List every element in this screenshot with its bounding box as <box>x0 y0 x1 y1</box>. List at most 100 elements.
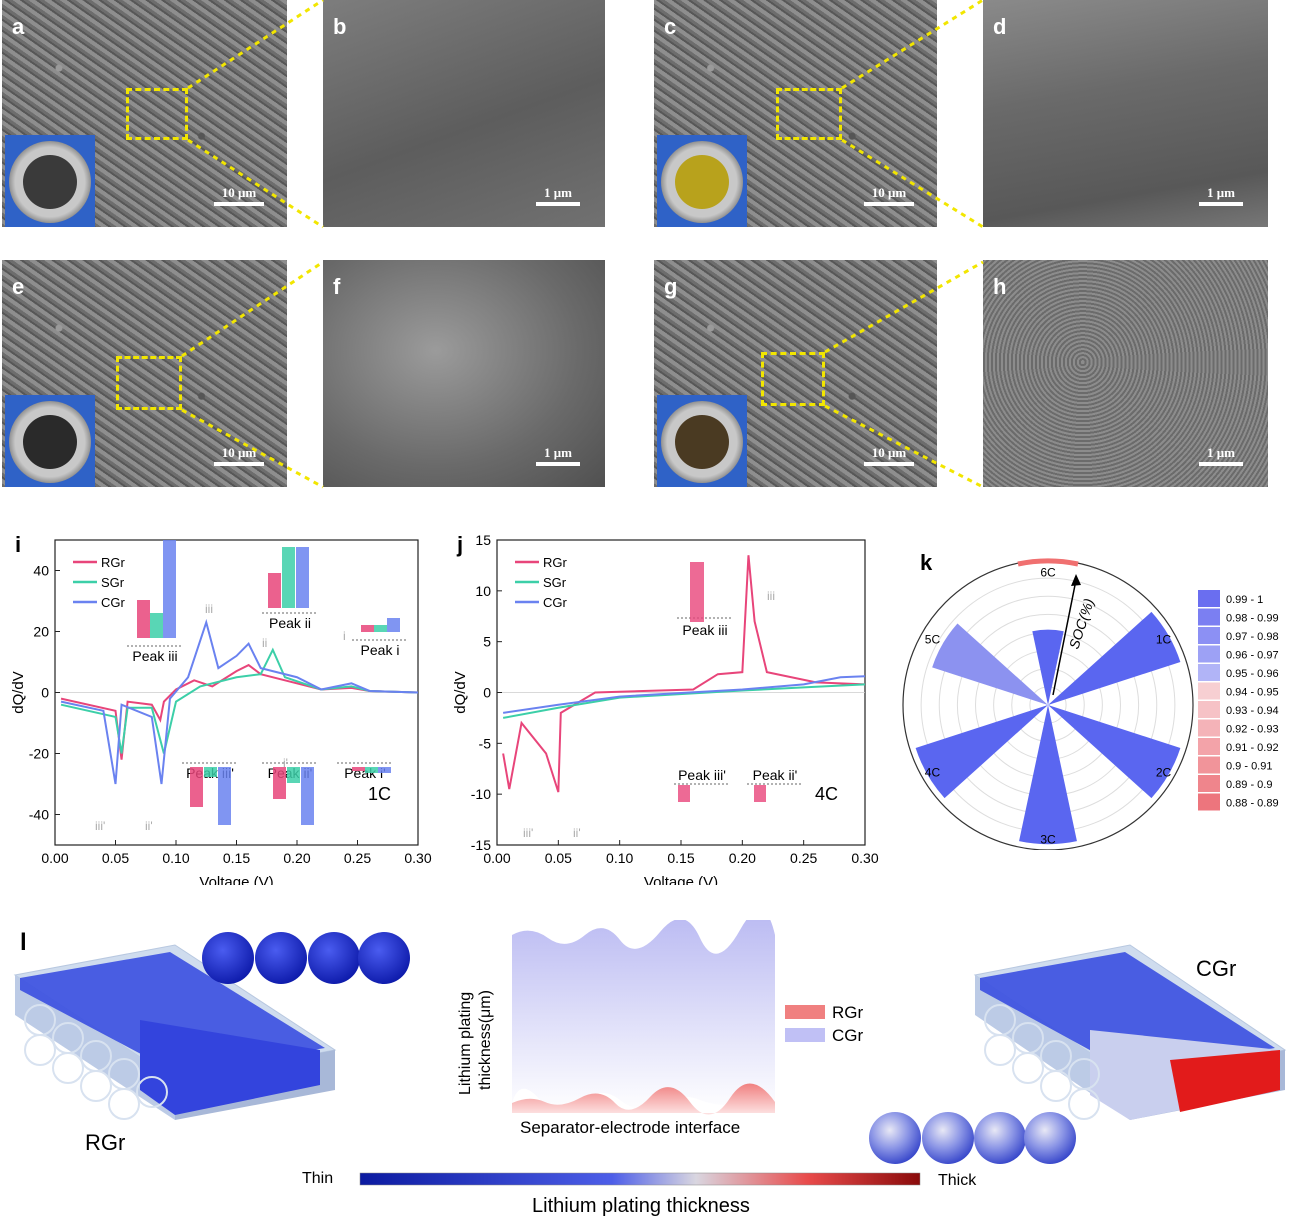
legend-swatch <box>1198 719 1220 737</box>
legend-swatch <box>1198 627 1220 644</box>
thickness-profile: Lithium plating thickness(μm) Separator-… <box>457 920 864 1137</box>
scale-bar-line <box>536 202 580 206</box>
zoom-region-box <box>126 88 188 140</box>
series-line-rgr <box>502 555 866 793</box>
sem-panel-label: h <box>993 274 1007 299</box>
soc-wedge-4c <box>915 705 1048 799</box>
y-tick-label: -10 <box>471 786 491 802</box>
scale-bar-label: 1 μm <box>1207 185 1235 200</box>
panel-label: j <box>456 532 463 557</box>
legend-swatch <box>1198 590 1220 607</box>
peak-mark: iii' <box>523 826 533 840</box>
scale-bar: 10 μm <box>859 445 919 466</box>
peak-mini-bar <box>218 767 231 825</box>
peak-mini-bar <box>301 767 314 825</box>
y-axis-label: dQ/dV <box>452 671 469 714</box>
sem-image-a: a 10 μm <box>2 0 287 227</box>
legend-entry: 0.94 - 0.95 <box>1226 687 1279 699</box>
peak-mini-bar <box>150 613 163 638</box>
legend-entry: 0.98 - 0.99 <box>1226 613 1279 625</box>
colorbar-max-label: Thick <box>938 1172 977 1189</box>
peak-mark: iii <box>767 589 775 603</box>
legend-swatch <box>1198 775 1220 792</box>
legend-swatch <box>1198 645 1220 663</box>
scale-bar-label: 1 μm <box>544 445 572 460</box>
legend-swatch <box>1198 701 1220 718</box>
legend-entry: 0.91 - 0.92 <box>1226 742 1279 754</box>
series-line-sgr <box>60 647 419 754</box>
scale-bar-line <box>864 202 914 206</box>
peak-mini-bar <box>204 767 217 777</box>
thickness-colorbar: Thin Thick Lithium plating thickness <box>302 1170 977 1217</box>
series-line-cgr <box>502 675 866 714</box>
y-tick-label: 5 <box>483 634 491 650</box>
x-tick-label: 0.10 <box>162 850 189 866</box>
panel-label: i <box>15 532 21 557</box>
peak-mini-bar <box>268 573 281 608</box>
legend-entry: 0.99 - 1 <box>1226 594 1263 606</box>
legend-entry: 0.95 - 0.96 <box>1226 668 1279 680</box>
peak-label: Peak iii <box>132 648 177 664</box>
legend-entry: SGr <box>101 575 125 590</box>
x-tick-label: 0.20 <box>729 850 756 866</box>
sem-panel-label: b <box>333 14 347 39</box>
legend-entry: 0.88 - 0.89 <box>1226 798 1279 810</box>
rate-label: 1C <box>1156 632 1172 646</box>
legend-entry: 0.97 - 0.98 <box>1226 631 1279 643</box>
cgr-sphere-row <box>869 1112 1076 1164</box>
peak-label: Peak iii <box>682 622 727 638</box>
y-tick-label: -5 <box>479 735 492 751</box>
x-tick-label: 0.00 <box>41 850 68 866</box>
panel-label: k <box>920 550 933 575</box>
interface-label: Separator-electrode interface <box>520 1118 740 1137</box>
scale-bar-line <box>536 462 580 466</box>
x-axis-label: Voltage (V) <box>199 874 273 885</box>
peak-mini-bar <box>690 562 704 622</box>
peak-mini-bar <box>287 767 300 783</box>
cgr-block-label: CGr <box>1196 956 1236 981</box>
connector-line <box>824 404 984 489</box>
scale-bar-line <box>1199 462 1243 466</box>
scale-bar-line <box>214 202 264 206</box>
peak-mini-bar <box>190 767 203 807</box>
rate-label: 3C <box>1040 832 1056 846</box>
legend-swatch <box>1198 738 1220 755</box>
legend-swatch <box>1198 664 1220 681</box>
thickness-ylabel-2: thickness(μm) <box>477 990 494 1090</box>
x-tick-label: 0.05 <box>102 850 129 866</box>
connector-line <box>841 138 984 229</box>
sem-image-b: b 1 μm <box>323 0 605 227</box>
scale-bar: 1 μm <box>1194 445 1248 466</box>
peak-mark: i' <box>283 756 288 770</box>
colorbar-title: Lithium plating thickness <box>532 1195 750 1217</box>
legend-swatch <box>1198 682 1220 700</box>
y-tick-label: -40 <box>29 807 49 823</box>
sem-image-h: h 1 μm <box>983 260 1268 487</box>
peak-mini-bar <box>361 625 374 632</box>
zoom-region-box <box>776 88 842 140</box>
coin-cell-photo <box>5 135 95 227</box>
dqdv-chart-4c: 0.00 0.05 0.10 0.15 0.20 0.25 0.30 15 10 5 0 -5 -10 -… <box>452 532 879 885</box>
scale-bar: 1 μm <box>531 445 585 466</box>
peak-label: Peak ii' <box>753 767 798 783</box>
legend-swatch <box>1198 793 1220 811</box>
thickness-ylabel-1: Lithium plating <box>457 992 474 1095</box>
sem-image-d: d 1 μm <box>983 0 1268 227</box>
rgr-sphere-row <box>202 932 410 984</box>
middle-legend-cgr: CGr <box>832 1026 864 1045</box>
y-tick-label: 15 <box>475 532 491 548</box>
scale-bar: 10 μm <box>859 185 919 206</box>
panel-l-label: l <box>20 929 27 956</box>
scale-bar-line <box>1199 202 1243 206</box>
sem-image-g: g 10 μm <box>654 260 937 487</box>
y-tick-label: 20 <box>33 624 49 640</box>
peak-label: Peak ii <box>269 615 311 631</box>
soc-wedge-6c <box>1032 629 1064 705</box>
legend-entry: 0.92 - 0.93 <box>1226 724 1279 736</box>
legend-swatch <box>1198 608 1220 626</box>
series-line-rgr <box>60 663 419 760</box>
sem-image-e: e 10 μm <box>2 260 287 487</box>
legend-entry: 0.9 - 0.91 <box>1226 761 1272 773</box>
connector-line <box>187 138 324 229</box>
